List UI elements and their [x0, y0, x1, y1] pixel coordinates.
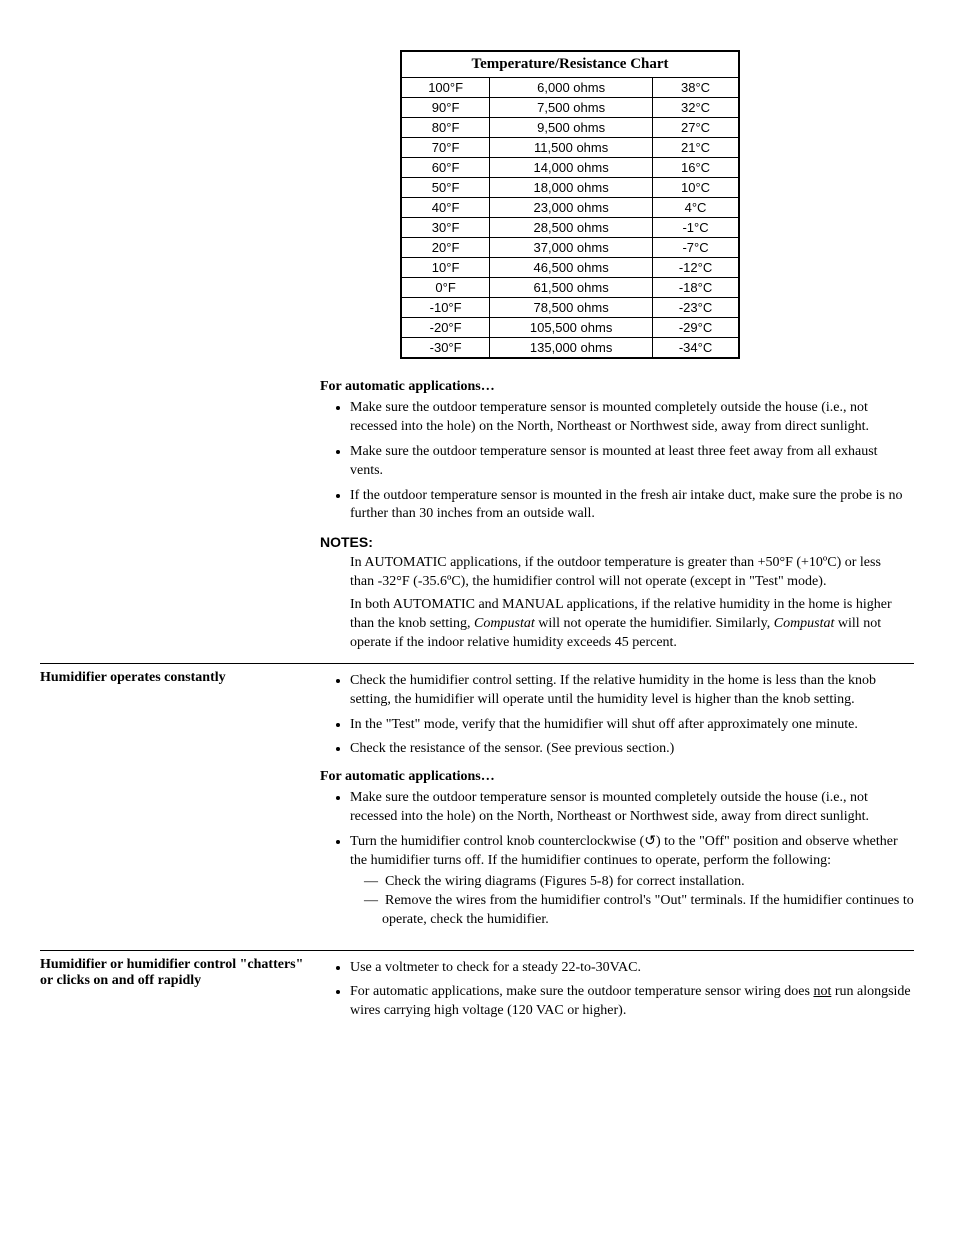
- table-cell: 100°F: [401, 78, 490, 98]
- table-cell: 14,000 ohms: [490, 158, 653, 178]
- table-cell: -10°F: [401, 298, 490, 318]
- notes-heading: NOTES:: [320, 534, 904, 550]
- table-cell: -30°F: [401, 338, 490, 359]
- table-row: 50°F18,000 ohms10°C: [401, 178, 739, 198]
- section-constant: Humidifier operates constantly Check the…: [40, 670, 914, 940]
- list-item: In the "Test" mode, verify that the humi…: [350, 716, 914, 735]
- section-chatter-body: Use a voltmeter to check for a steady 22…: [320, 957, 914, 1032]
- table-cell: 30°F: [401, 218, 490, 238]
- notes-p2-em2: Compustat: [774, 616, 835, 631]
- section-chatter-list: Use a voltmeter to check for a steady 22…: [320, 959, 914, 1022]
- list-item: Make sure the outdoor temperature sensor…: [350, 399, 904, 437]
- table-cell: 38°C: [653, 78, 739, 98]
- notes-p2: In both AUTOMATIC and MANUAL application…: [350, 596, 904, 653]
- table-cell: -23°C: [653, 298, 739, 318]
- table-row: 100°F6,000 ohms38°C: [401, 78, 739, 98]
- section-chatter: Humidifier or humidifier control "chatte…: [40, 957, 914, 1032]
- table-cell: 18,000 ohms: [490, 178, 653, 198]
- table-row: -10°F78,500 ohms-23°C: [401, 298, 739, 318]
- chart-container: Temperature/Resistance Chart 100°F6,000 …: [400, 50, 914, 359]
- table-cell: 9,500 ohms: [490, 118, 653, 138]
- section-constant-auto-head: For automatic applications…: [320, 769, 914, 785]
- notes-body: In AUTOMATIC applications, if the outdoo…: [350, 554, 904, 652]
- table-cell: -7°C: [653, 238, 739, 258]
- chart-title: Temperature/Resistance Chart: [401, 51, 739, 78]
- table-row: 10°F46,500 ohms-12°C: [401, 258, 739, 278]
- table-cell: 16°C: [653, 158, 739, 178]
- list-item: Check the humidifier control setting. If…: [350, 672, 914, 710]
- table-cell: 135,000 ohms: [490, 338, 653, 359]
- table-cell: 90°F: [401, 98, 490, 118]
- list-item: Make sure the outdoor temperature sensor…: [350, 789, 914, 827]
- table-cell: -29°C: [653, 318, 739, 338]
- table-cell: 20°F: [401, 238, 490, 258]
- table-cell: 78,500 ohms: [490, 298, 653, 318]
- section-constant-list-b: Make sure the outdoor temperature sensor…: [320, 789, 914, 929]
- table-row: 40°F23,000 ohms4°C: [401, 198, 739, 218]
- list-item: If the outdoor temperature sensor is mou…: [350, 487, 904, 525]
- table-cell: 11,500 ohms: [490, 138, 653, 158]
- table-row: 30°F28,500 ohms-1°C: [401, 218, 739, 238]
- table-cell: 21°C: [653, 138, 739, 158]
- list-item: For automatic applications, make sure th…: [350, 983, 914, 1021]
- table-cell: 0°F: [401, 278, 490, 298]
- table-cell: 40°F: [401, 198, 490, 218]
- temperature-resistance-chart: Temperature/Resistance Chart 100°F6,000 …: [400, 50, 740, 359]
- table-row: -30°F135,000 ohms-34°C: [401, 338, 739, 359]
- auto-apps-heading: For automatic applications…: [320, 379, 904, 395]
- table-row: 0°F61,500 ohms-18°C: [401, 278, 739, 298]
- sublist-item: — Remove the wires from the humidifier c…: [364, 892, 914, 930]
- section-constant-body: Check the humidifier control setting. If…: [320, 670, 914, 940]
- table-cell: 28,500 ohms: [490, 218, 653, 238]
- table-cell: 61,500 ohms: [490, 278, 653, 298]
- table-row: 70°F11,500 ohms21°C: [401, 138, 739, 158]
- table-cell: 6,000 ohms: [490, 78, 653, 98]
- table-row: -20°F105,500 ohms-29°C: [401, 318, 739, 338]
- table-cell: 80°F: [401, 118, 490, 138]
- auto-apps-list-1: Make sure the outdoor temperature sensor…: [320, 399, 904, 524]
- list-item: Make sure the outdoor temperature sensor…: [350, 443, 904, 481]
- table-cell: 37,000 ohms: [490, 238, 653, 258]
- list-item: Check the resistance of the sensor. (See…: [350, 740, 914, 759]
- table-cell: 23,000 ohms: [490, 198, 653, 218]
- table-cell: 10°C: [653, 178, 739, 198]
- table-cell: 60°F: [401, 158, 490, 178]
- auto-apps-section-1: For automatic applications… Make sure th…: [320, 379, 904, 653]
- notes-p1: In AUTOMATIC applications, if the outdoo…: [350, 554, 904, 592]
- table-cell: 32°C: [653, 98, 739, 118]
- notes-p2-em1: Compustat: [474, 616, 535, 631]
- table-cell: 27°C: [653, 118, 739, 138]
- table-row: 20°F37,000 ohms-7°C: [401, 238, 739, 258]
- table-cell: -34°C: [653, 338, 739, 359]
- text: Turn the humidifier control knob counter…: [350, 834, 644, 849]
- separator-1: [40, 663, 914, 664]
- table-cell: -1°C: [653, 218, 739, 238]
- section-constant-list-a: Check the humidifier control setting. If…: [320, 672, 914, 760]
- table-cell: -20°F: [401, 318, 490, 338]
- table-cell: 10°F: [401, 258, 490, 278]
- table-cell: -18°C: [653, 278, 739, 298]
- notes-p2-b: will not operate the humidifier. Similar…: [535, 616, 774, 631]
- table-row: 90°F7,500 ohms32°C: [401, 98, 739, 118]
- table-cell: 4°C: [653, 198, 739, 218]
- table-cell: 46,500 ohms: [490, 258, 653, 278]
- table-cell: -12°C: [653, 258, 739, 278]
- section-constant-label: Humidifier operates constantly: [40, 670, 320, 686]
- table-cell: 105,500 ohms: [490, 318, 653, 338]
- table-row: 60°F14,000 ohms16°C: [401, 158, 739, 178]
- underlined-text: not: [813, 984, 831, 999]
- section-chatter-label: Humidifier or humidifier control "chatte…: [40, 957, 320, 989]
- list-item: Use a voltmeter to check for a steady 22…: [350, 959, 914, 978]
- list-item: Turn the humidifier control knob counter…: [350, 833, 914, 929]
- page: Temperature/Resistance Chart 100°F6,000 …: [40, 50, 914, 1031]
- ccw-arrow-icon: ↺: [644, 834, 656, 849]
- table-cell: 70°F: [401, 138, 490, 158]
- sublist: — Check the wiring diagrams (Figures 5-8…: [350, 873, 914, 930]
- separator-2: [40, 950, 914, 951]
- text: For automatic applications, make sure th…: [350, 984, 813, 999]
- table-row: 80°F9,500 ohms27°C: [401, 118, 739, 138]
- table-cell: 50°F: [401, 178, 490, 198]
- table-cell: 7,500 ohms: [490, 98, 653, 118]
- sublist-item: — Check the wiring diagrams (Figures 5-8…: [364, 873, 914, 892]
